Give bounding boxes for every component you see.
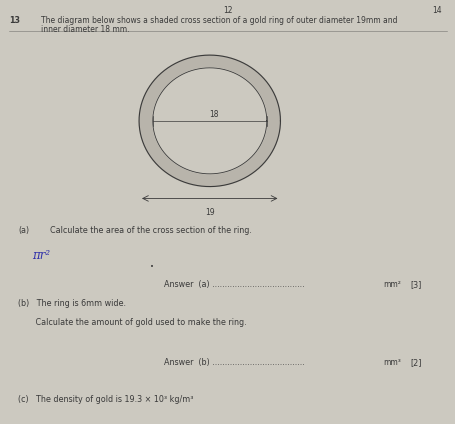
Text: mm²: mm² <box>382 280 400 289</box>
Text: Answer  (b) .....................................: Answer (b) .............................… <box>164 358 304 367</box>
Text: [2]: [2] <box>410 358 421 367</box>
Text: mm³: mm³ <box>382 358 400 367</box>
Text: Answer  (a) .....................................: Answer (a) .............................… <box>164 280 304 289</box>
Text: 14: 14 <box>432 6 441 15</box>
Text: 12: 12 <box>223 6 232 15</box>
Polygon shape <box>139 55 280 187</box>
Text: (c)   The density of gold is 19.3 × 10³ kg/m³: (c) The density of gold is 19.3 × 10³ kg… <box>18 395 193 404</box>
Text: inner diameter 18 mm.: inner diameter 18 mm. <box>41 25 129 33</box>
Text: The diagram below shows a shaded cross section of a gold ring of outer diameter : The diagram below shows a shaded cross s… <box>41 16 397 25</box>
Text: •: • <box>150 264 154 270</box>
Text: [3]: [3] <box>410 280 421 289</box>
Text: πr²: πr² <box>32 249 50 262</box>
Text: (a): (a) <box>18 226 29 234</box>
Text: (b)   The ring is 6mm wide.: (b) The ring is 6mm wide. <box>18 299 126 308</box>
Polygon shape <box>152 68 266 174</box>
Text: Calculate the amount of gold used to make the ring.: Calculate the amount of gold used to mak… <box>18 318 246 327</box>
Text: 13: 13 <box>9 16 20 25</box>
Text: 18: 18 <box>209 110 218 119</box>
Text: Calculate the area of the cross section of the ring.: Calculate the area of the cross section … <box>50 226 252 234</box>
Text: 19: 19 <box>204 208 214 217</box>
